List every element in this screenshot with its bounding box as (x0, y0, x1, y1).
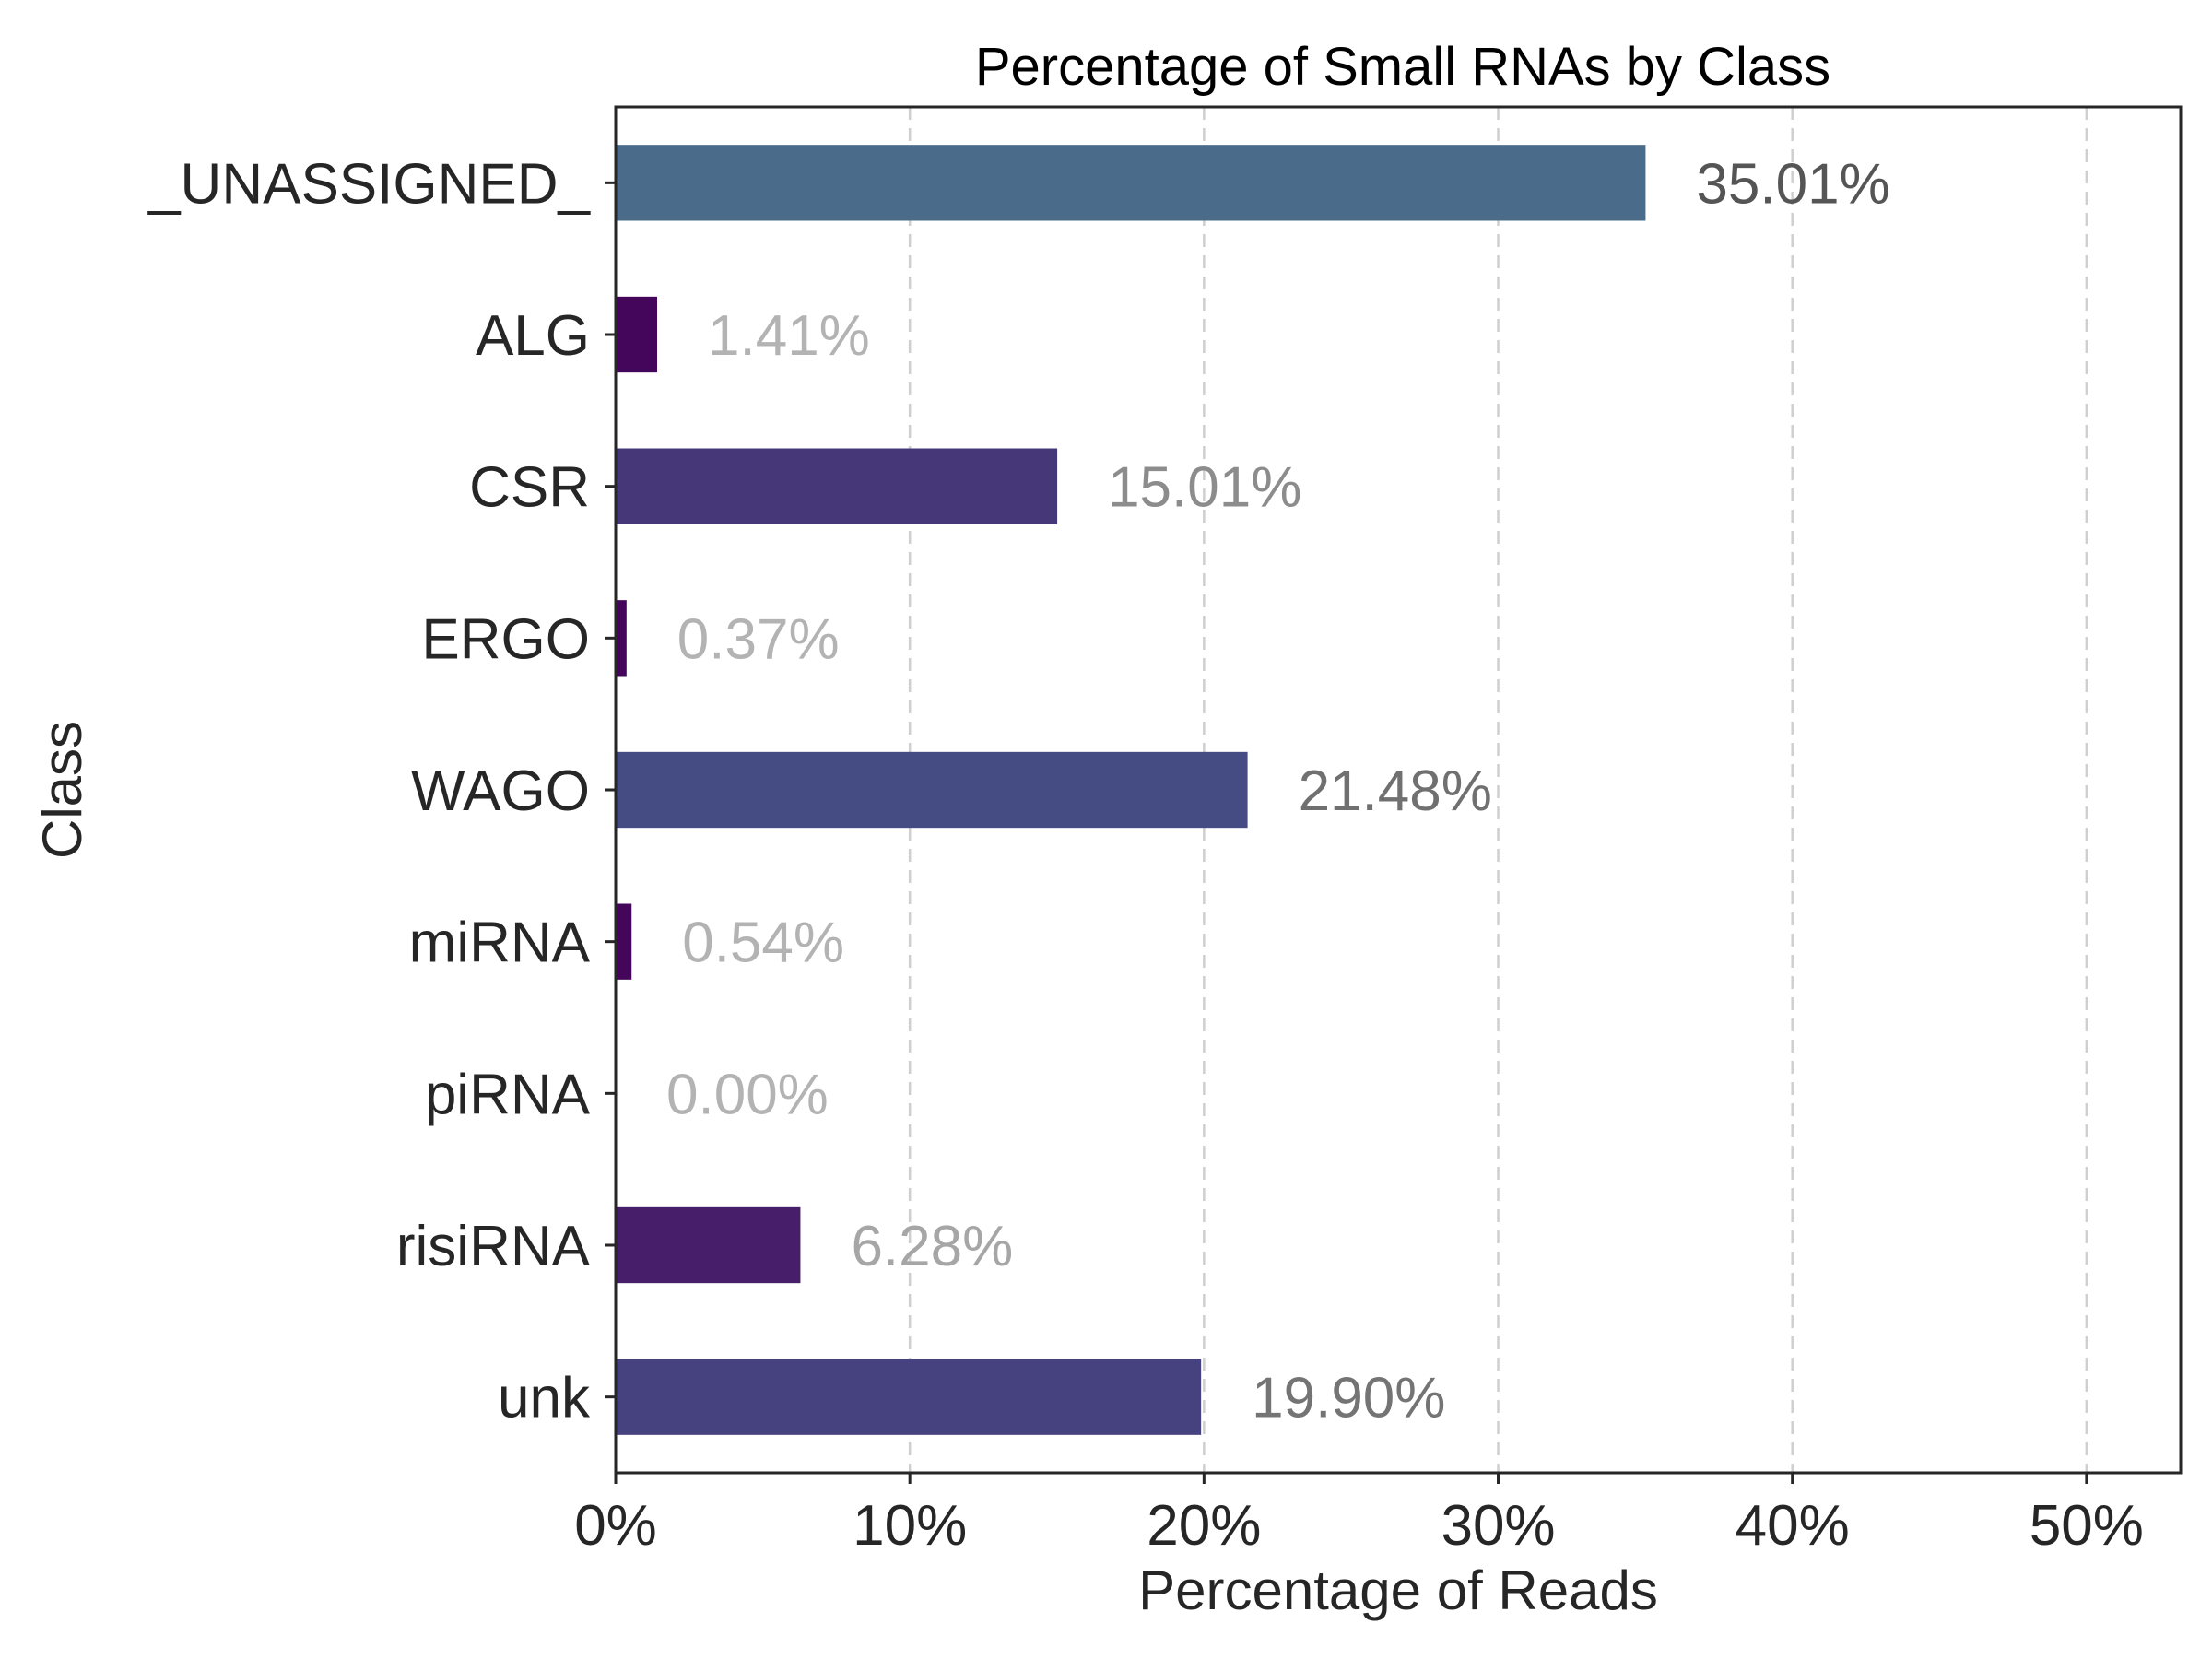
y-tick-label: ERGO (421, 607, 590, 671)
value-label-risirna: 6.28% (851, 1215, 1013, 1278)
bars (616, 145, 1646, 1435)
bar-ergo (616, 600, 627, 677)
value-label-unassigned: 35.01% (1696, 152, 1889, 216)
y-tick-label: CSR (469, 456, 590, 520)
value-label-pirna: 0.00% (666, 1063, 829, 1126)
value-label-wago: 21.48% (1299, 759, 1492, 823)
y-tick-label: unk (498, 1367, 591, 1430)
bar-mirna (616, 903, 632, 980)
y-tick-label: risiRNA (396, 1215, 591, 1278)
bar-csr (616, 448, 1058, 524)
chart-title: Percentage of Small RNAs by Class (975, 37, 1830, 97)
value-label-ergo: 0.37% (677, 607, 840, 671)
x-tick-label: 10% (853, 1494, 967, 1558)
x-axis: 0% 10% 20% 30% 40% 50% (574, 1473, 2144, 1558)
y-tick-label: miRNA (409, 912, 591, 975)
x-tick-label: 0% (574, 1494, 657, 1558)
x-tick-label: 20% (1147, 1494, 1261, 1558)
value-label-unk: 19.90% (1252, 1367, 1445, 1430)
y-axis: _UNASSIGNED_ ALG CSR ERGO WAGO miRNA piRNA risi… (147, 152, 616, 1430)
y-tick-label: WAGO (411, 759, 590, 823)
y-tick-label: ALG (476, 304, 590, 368)
y-tick-label: piRNA (425, 1063, 591, 1126)
bar-unk (616, 1359, 1202, 1435)
value-label-mirna: 0.54% (682, 912, 844, 975)
x-tick-label: 50% (2030, 1494, 2144, 1558)
x-axis-label: Percentage of Reads (1138, 1559, 1658, 1621)
y-axis-label: Class (31, 721, 93, 859)
bar-risirna (616, 1206, 801, 1284)
y-tick-label: _UNASSIGNED_ (147, 152, 591, 216)
value-label-csr: 15.01% (1108, 456, 1301, 520)
bar-wago (616, 751, 1248, 829)
value-label-alg: 1.41% (708, 304, 870, 368)
value-labels: 35.01% 1.41% 15.01% 0.37% 21.48% 0.54% 0.00% 6.… (666, 152, 1890, 1430)
bar-alg (616, 296, 658, 373)
x-tick-label: 40% (1735, 1494, 1850, 1558)
bar-unassigned (616, 145, 1646, 221)
x-tick-label: 30% (1441, 1494, 1555, 1558)
